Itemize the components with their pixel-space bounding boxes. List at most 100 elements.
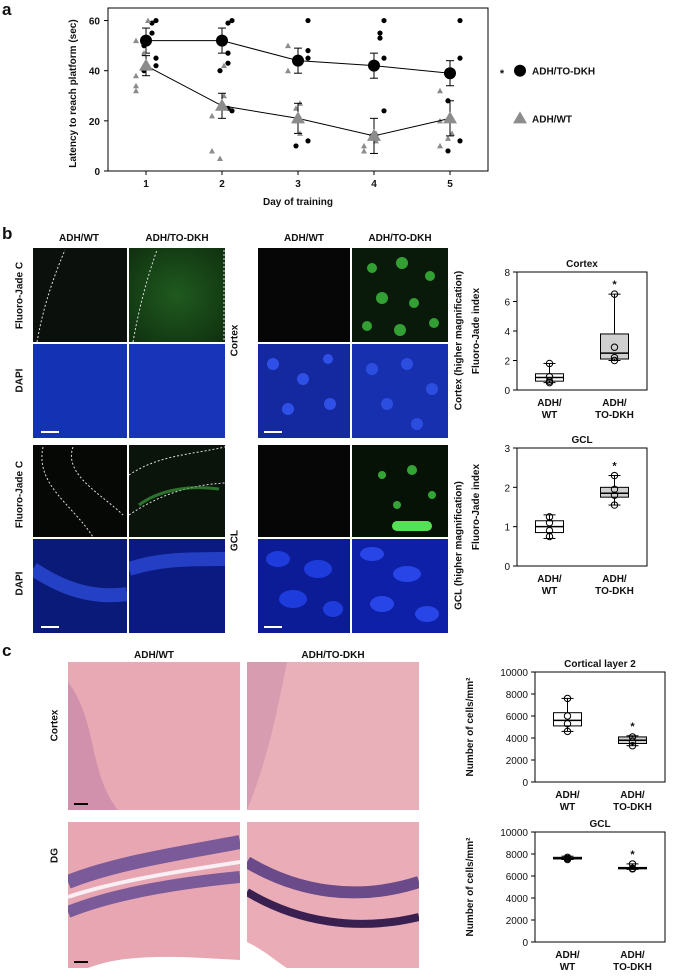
data-point (545, 359, 554, 368)
region-label-gcl: GCL (229, 529, 241, 552)
y-tick-label: 2 (504, 357, 510, 368)
category-label: ADH/ (555, 950, 580, 961)
data-point (610, 471, 619, 480)
micrograph-dapi-gcl-dkh (129, 539, 225, 633)
mean-marker (215, 98, 229, 111)
y-tick-label: 0 (504, 562, 510, 573)
significance-marker: * (612, 279, 617, 291)
micrograph-dapi-cortex-hm-dkh (352, 344, 448, 438)
mean-marker (443, 111, 457, 124)
data-point (141, 50, 147, 56)
significance-marker: * (630, 849, 635, 861)
category-label: WT (560, 802, 576, 813)
category-label: ADH/ (602, 398, 627, 409)
latency-chart: 0 20 40 60 1 2 3 4 5 Day of training Latency to re… (68, 7, 595, 208)
mean-marker (291, 111, 305, 124)
x-tick-label: 5 (447, 179, 453, 190)
data-point (133, 72, 139, 79)
data-point (381, 17, 387, 24)
data-point (445, 148, 451, 154)
data-point (217, 68, 223, 74)
mean-marker (368, 59, 380, 72)
data-point (437, 142, 443, 149)
micrograph-he-dg-wt (68, 822, 240, 968)
micrograph-dapi-cortex-dkh (129, 344, 225, 438)
data-point (545, 519, 554, 527)
legend-label-dkh: ADH/TO-DKH (532, 67, 595, 78)
chart-title: GCL (589, 819, 610, 830)
y-tick-label: 10000 (500, 828, 528, 839)
category-label: TO-DKH (613, 802, 652, 813)
data-point (377, 30, 383, 36)
x-tick-label: 3 (295, 179, 301, 190)
plot-frame (534, 671, 666, 783)
panel-label-a: a (2, 0, 12, 19)
category-label: TO-DKH (613, 962, 652, 973)
mean-marker (292, 54, 304, 67)
data-point (145, 17, 151, 24)
panel-label-c: c (2, 641, 12, 660)
significance-marker: * (500, 68, 505, 80)
data-point (133, 82, 139, 89)
y-tick-label: 8000 (506, 850, 529, 861)
data-point (545, 526, 554, 535)
chart-title: Cortical layer 2 (564, 659, 636, 670)
y-tick-label: 20 (89, 117, 101, 128)
data-point (545, 532, 554, 541)
row-label-he-cortex: Cortex (49, 709, 61, 742)
legend-label-wt: ADH/WT (532, 114, 572, 125)
y-tick-label: 8 (504, 268, 510, 279)
col-label-he-dkh: ADH/TO-DKH (301, 650, 365, 661)
data-point (133, 87, 139, 94)
micrograph-dapi-gcl-wt (33, 539, 127, 633)
category-label: ADH/ (555, 790, 580, 801)
y-tick-label: 2000 (506, 916, 529, 927)
y-tick-label: 2 (504, 483, 510, 494)
micrograph-fj-gcl-hm-dkh (352, 445, 448, 537)
micrograph-fj-cortex-hm-wt (258, 248, 350, 342)
x-tick-label: 1 (143, 179, 149, 190)
y-axis-label: Fluoro-Jade index (471, 464, 482, 551)
data-point (225, 50, 231, 56)
y-axis-label: Number of cells/mm² (465, 677, 476, 777)
data-point (361, 142, 367, 149)
data-point (149, 20, 155, 26)
y-tick-label: 1 (504, 523, 510, 534)
data-point (610, 501, 619, 509)
data-point (381, 108, 387, 114)
micrograph-fj-cortex-hm-dkh (352, 248, 448, 342)
micrograph-he-dg-dkh (247, 822, 419, 968)
data-point (545, 513, 554, 521)
data-point (229, 17, 235, 24)
row-label-he-dg: DG (49, 848, 61, 863)
data-point (229, 108, 235, 114)
mean-marker (139, 58, 153, 71)
y-axis-label: Fluoro-Jade index (471, 288, 482, 375)
y-tick-label: 3 (504, 444, 510, 455)
plot-frame (534, 831, 666, 943)
category-label: ADH/ (620, 790, 645, 801)
data-point (225, 20, 231, 26)
data-point (381, 55, 387, 61)
y-tick-label: 0 (522, 938, 528, 949)
category-label: WT (542, 410, 558, 421)
x-tick-label: 2 (219, 179, 225, 190)
data-point (628, 860, 637, 868)
category-label: TO-DKH (595, 586, 634, 597)
data-point (361, 147, 367, 154)
data-point (545, 377, 554, 385)
data-point (149, 30, 155, 36)
data-point (377, 35, 383, 41)
data-point (610, 485, 619, 493)
data-point (445, 135, 451, 141)
data-point (457, 55, 463, 61)
significance-marker: * (630, 721, 635, 733)
chart-title: GCL (571, 435, 592, 446)
data-point (628, 742, 637, 750)
y-tick-label: 6000 (506, 872, 529, 883)
mean-marker (367, 128, 381, 141)
data-point (305, 48, 311, 54)
region-label-cortex: Cortex (229, 324, 241, 357)
data-point (610, 353, 619, 362)
data-point (209, 112, 215, 119)
